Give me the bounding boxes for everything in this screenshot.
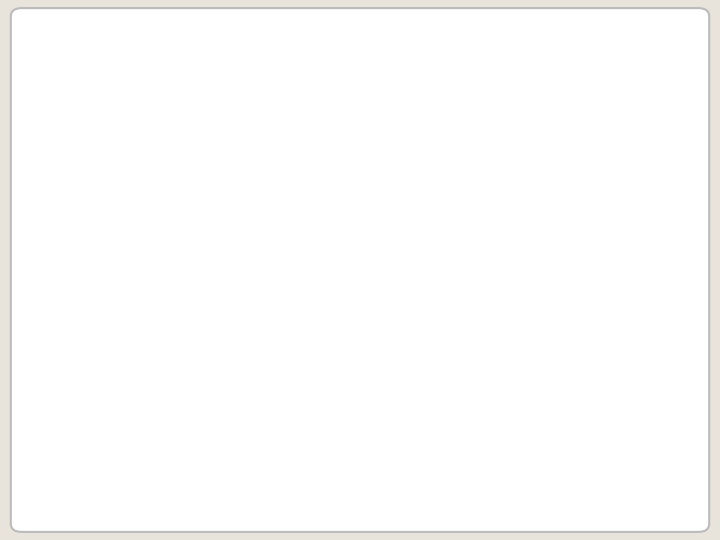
Bar: [90, 435, 230, 441]
Text: Pressão Neutra
(Top e Base): Pressão Neutra (Top e Base): [319, 421, 329, 469]
Bar: [90, 476, 230, 486]
Text: base: base: [284, 476, 305, 485]
Bar: [47, 373, 68, 486]
Text: Geotecnia II: Geotecnia II: [11, 320, 21, 382]
Bar: [338, 383, 486, 489]
Ellipse shape: [529, 58, 626, 82]
Bar: [333, 509, 499, 514]
Bar: [364, 413, 461, 459]
Bar: [335, 491, 497, 505]
Text: ENSAIO DE COMPRESSÃO TRI-AXIAL: ENSAIO DE COMPRESSÃO TRI-AXIAL: [76, 230, 495, 251]
Text: R: R: [599, 227, 606, 237]
Bar: [270, 373, 292, 486]
Text: Pressão Confinante: Pressão Confinante: [504, 401, 508, 462]
Text: Corpo de
Prova: Corpo de Prova: [397, 429, 428, 443]
Bar: [328, 348, 504, 510]
Text: ü: ü: [47, 230, 63, 251]
Bar: [245, 383, 261, 486]
Ellipse shape: [529, 258, 626, 282]
Bar: [331, 505, 500, 509]
Text: ü: ü: [47, 300, 63, 321]
Text: ENSAIO DE COMPRESSÃO EDOMÉTRICA: ENSAIO DE COMPRESSÃO EDOMÉTRICA: [76, 300, 532, 321]
Text: 5: 5: [685, 508, 695, 523]
Bar: [360, 407, 464, 413]
Text: $\Delta h$: $\Delta h$: [637, 37, 652, 49]
Text: ENSAIO DE COMPRESSÃO AXIAL: ENSAIO DE COMPRESSÃO AXIAL: [76, 160, 448, 180]
Bar: [90, 441, 230, 476]
Bar: [47, 486, 292, 500]
Text: dR: dR: [630, 255, 642, 264]
Text: anel: anel: [252, 422, 270, 431]
Bar: [360, 459, 464, 465]
Text: pedra porosa: pedra porosa: [132, 502, 188, 511]
Text: ü: ü: [47, 160, 63, 180]
Text: Membrana de
Borracha: Membrana de Borracha: [501, 350, 511, 394]
Text: h: h: [490, 165, 497, 175]
Text: anel: anel: [68, 422, 86, 431]
Text: carga: carga: [148, 374, 173, 383]
Bar: [76, 383, 91, 486]
Text: amostra: amostra: [138, 454, 183, 464]
Ellipse shape: [109, 406, 210, 436]
Text: cabaçote: cabaçote: [189, 401, 228, 409]
Text: ENSAIOS DE DEFORMABILIDADE: ENSAIOS DE DEFORMABILIDADE: [94, 32, 626, 59]
Text: tubo de
crenagem: tubo de crenagem: [40, 364, 78, 384]
Bar: [334, 514, 498, 518]
